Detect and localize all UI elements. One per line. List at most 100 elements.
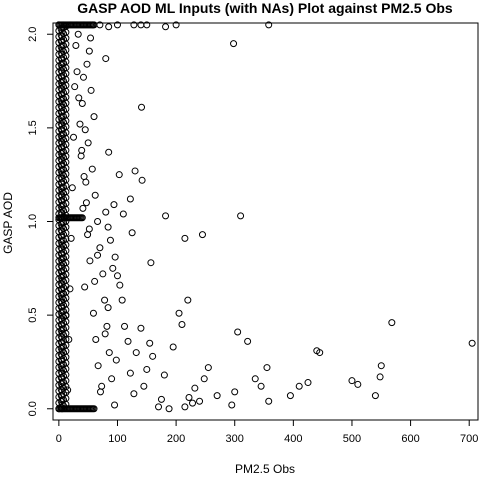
scatter-point — [58, 64, 66, 72]
scatter-point — [102, 208, 110, 216]
scatter-point — [130, 390, 138, 398]
scatter-point — [162, 212, 170, 220]
scatter-point — [137, 324, 145, 332]
scatter-point — [58, 205, 66, 213]
scatter-point — [89, 309, 97, 317]
x-tick-label: 500 — [343, 433, 361, 445]
scatter-point — [98, 382, 106, 390]
scatter-point — [228, 401, 236, 409]
scatter-point — [80, 173, 88, 181]
scatter-point — [348, 377, 356, 385]
y-tick-label: 0.0 — [27, 401, 39, 416]
scatter-point — [140, 382, 148, 390]
scatter-point — [213, 392, 221, 400]
scatter-point — [295, 382, 303, 390]
y-tick-label: 1.5 — [27, 120, 39, 135]
scatter-point — [66, 285, 74, 293]
scatter-point — [109, 264, 117, 272]
scatter-point — [137, 21, 145, 29]
scatter-point — [105, 23, 113, 31]
scatter-point — [96, 244, 104, 252]
y-tick-label: 0.5 — [27, 307, 39, 322]
scatter-point — [146, 339, 154, 347]
scatter-point — [388, 319, 396, 327]
scatter-point — [185, 394, 193, 402]
scatter-point — [376, 373, 384, 381]
scatter-point — [101, 296, 109, 304]
scatter-point — [94, 251, 102, 259]
scatter-point — [111, 253, 119, 261]
scatter-point — [191, 384, 199, 392]
scatter-point — [58, 152, 66, 160]
chart-title: GASP AOD ML Inputs (with NAs) Plot again… — [77, 0, 453, 16]
scatter-point — [101, 330, 109, 338]
scatter-point — [231, 388, 239, 396]
scatter-point — [58, 312, 66, 320]
scatter-point — [83, 60, 91, 68]
scatter-point — [92, 335, 100, 343]
scatter-point — [130, 21, 138, 29]
scatter-point — [126, 369, 134, 377]
scatter-point — [263, 364, 271, 372]
scatter-point — [94, 218, 102, 225]
x-axis-ticks: 0 100 200 300 400 500 600 700 — [56, 420, 478, 445]
scatter-point — [58, 135, 66, 143]
scatter-point — [147, 259, 155, 267]
scatter-point — [132, 349, 140, 357]
y-tick-label: 1.0 — [27, 214, 39, 229]
x-tick-label: 600 — [401, 433, 419, 445]
scatter-point — [85, 47, 93, 55]
scatter-point — [81, 283, 89, 291]
scatter-point — [58, 329, 66, 337]
scatter-point — [65, 335, 73, 343]
scatter-point — [58, 365, 66, 373]
scatter-point — [58, 259, 66, 267]
scatter-point — [82, 199, 90, 207]
scatter-point — [244, 337, 252, 345]
scatter-point — [172, 21, 180, 29]
scatter-point — [58, 241, 66, 249]
scatter-point — [181, 234, 189, 242]
scatter-point — [126, 195, 134, 203]
scatter-point — [468, 339, 476, 347]
scatter-point — [58, 347, 66, 355]
scatter-point — [96, 21, 104, 29]
scatter-point — [128, 229, 136, 237]
scatter-point — [108, 375, 116, 383]
scatter-point — [78, 214, 86, 222]
scatter-point — [78, 146, 86, 154]
scatter-point — [257, 382, 265, 390]
scatter-point — [58, 81, 66, 89]
scatter-point — [131, 167, 139, 175]
scatter-point — [90, 113, 98, 121]
scatter-point — [265, 21, 273, 29]
x-tick-label: 700 — [460, 433, 478, 445]
scatter-point — [87, 86, 95, 94]
scatter-point — [138, 103, 146, 111]
scatter-point — [58, 117, 66, 125]
scatter-point — [58, 294, 66, 302]
scatter-point — [265, 397, 273, 405]
scatter-point — [58, 170, 66, 178]
scatter-point — [89, 21, 97, 29]
scatter-point — [286, 392, 294, 400]
scatter-point — [110, 201, 118, 209]
scatter-point — [75, 94, 83, 102]
scatter-point — [184, 296, 192, 304]
scatter-point — [196, 397, 204, 405]
scatter-point — [160, 371, 168, 379]
scatter-point — [91, 191, 99, 199]
scatter-point — [371, 392, 379, 400]
scatter-point — [102, 55, 110, 63]
scatter-point — [105, 148, 113, 156]
y-axis-ticks: 0.0 0.5 1.0 1.5 2.0 — [27, 27, 53, 416]
scatter-point — [68, 184, 76, 192]
scatter-point — [58, 223, 66, 231]
scatter-point — [85, 225, 93, 233]
scatter-point — [198, 231, 206, 239]
scatter-point — [79, 73, 87, 81]
scatter-point — [316, 349, 324, 357]
